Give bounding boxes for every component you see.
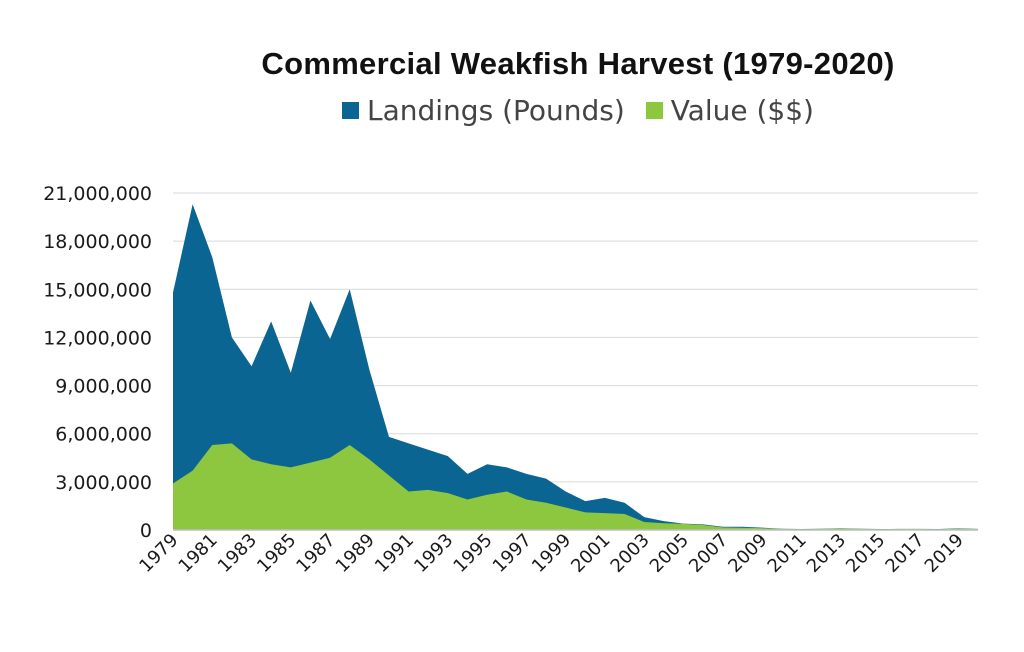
legend-label-landings: Landings (Pounds) <box>367 94 625 127</box>
x-tick-label: 2005 <box>646 530 693 577</box>
x-tick-label: 1995 <box>449 530 496 577</box>
x-tick-label: 2003 <box>607 530 654 577</box>
y-tick-label: 6,000,000 <box>55 424 152 446</box>
x-tick-label: 1989 <box>332 530 379 577</box>
series-area-landings <box>173 204 978 531</box>
y-tick-label: 0 <box>140 520 152 542</box>
legend-entry-value: Value ($$) <box>645 94 814 127</box>
x-tick-label: 2009 <box>724 530 771 577</box>
legend-swatch-value <box>645 102 663 119</box>
x-tick-label: 2001 <box>567 530 614 577</box>
x-tick-label: 1993 <box>410 530 457 577</box>
x-tick-label: 1991 <box>371 530 418 577</box>
x-tick-label: 2013 <box>803 530 850 577</box>
x-tick-label: 1981 <box>175 530 222 577</box>
legend-entry-landings: Landings (Pounds) <box>342 94 625 127</box>
y-tick-label: 9,000,000 <box>55 376 152 398</box>
x-tick-label: 1987 <box>292 530 339 577</box>
legend: Landings (Pounds) Value ($$) <box>0 94 1024 127</box>
legend-label-value: Value ($$) <box>670 94 814 127</box>
y-tick-label: 12,000,000 <box>43 327 152 349</box>
x-tick-label: 1985 <box>253 530 300 577</box>
x-tick-label: 2011 <box>764 530 811 577</box>
y-tick-label: 3,000,000 <box>55 472 152 494</box>
x-tick-label: 2015 <box>842 530 889 577</box>
x-tick-label: 1983 <box>214 530 261 577</box>
legend-swatch-landings <box>342 102 359 119</box>
series-area-value <box>173 443 978 530</box>
x-tick-label: 2017 <box>881 530 928 577</box>
x-tick-label: 1999 <box>528 530 575 577</box>
x-tick-label: 2019 <box>921 530 968 577</box>
y-tick-label: 15,000,000 <box>43 279 152 301</box>
chart-title: Commercial Weakfish Harvest (1979-2020) <box>261 46 895 81</box>
x-tick-label: 1997 <box>489 530 536 577</box>
x-tick-label: 2007 <box>685 530 732 577</box>
y-tick-label: 21,000,000 <box>43 183 152 205</box>
y-tick-label: 18,000,000 <box>43 231 152 253</box>
